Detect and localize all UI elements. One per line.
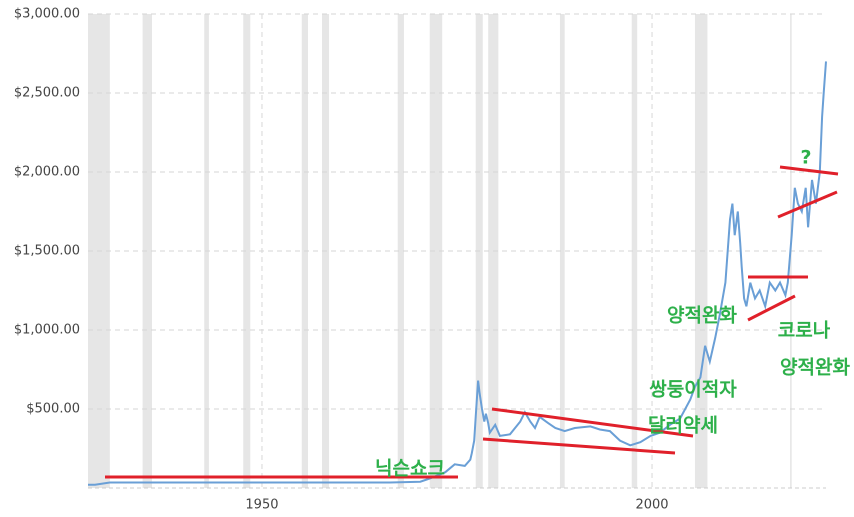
recession-band [142, 14, 152, 488]
x-tick-label: 1950 [245, 498, 278, 513]
recession-band [397, 14, 404, 488]
annotation-line [482, 437, 676, 455]
y-tick-label: $500.00 [26, 402, 80, 417]
recession-band [631, 14, 638, 488]
y-tick-label: $2,500.00 [14, 86, 80, 101]
annotation-line [779, 165, 839, 176]
annotation: 쌍둥이적자 [649, 379, 737, 401]
recession-band [559, 14, 565, 488]
annotation-lines [105, 165, 839, 479]
annotation: 양적완화 [780, 357, 850, 379]
recession-band [243, 14, 251, 488]
annotation: 양적완화 [667, 305, 737, 327]
recession-band [429, 14, 443, 488]
annotation-line [747, 294, 796, 322]
plot [88, 61, 827, 486]
grid: $500.00 $1,000.00 $1,500.00 $2,000.00 $2,500… [14, 7, 826, 513]
y-tick-label: $3,000.00 [14, 7, 80, 22]
annotation: 달러약세 [648, 415, 718, 437]
annotation: ? [800, 147, 811, 169]
y-tick-label: $1,500.00 [14, 244, 80, 259]
y-tick-label: $2,000.00 [14, 165, 80, 180]
price-line [88, 61, 827, 486]
x-tick-label: 2000 [635, 498, 668, 513]
annotation: 코로나 [778, 320, 831, 342]
y-tick-label: $1,000.00 [14, 323, 80, 338]
annotation: 닉슨쇼크 [375, 458, 445, 480]
annotation-line [491, 407, 694, 438]
annotation-line [777, 190, 838, 219]
